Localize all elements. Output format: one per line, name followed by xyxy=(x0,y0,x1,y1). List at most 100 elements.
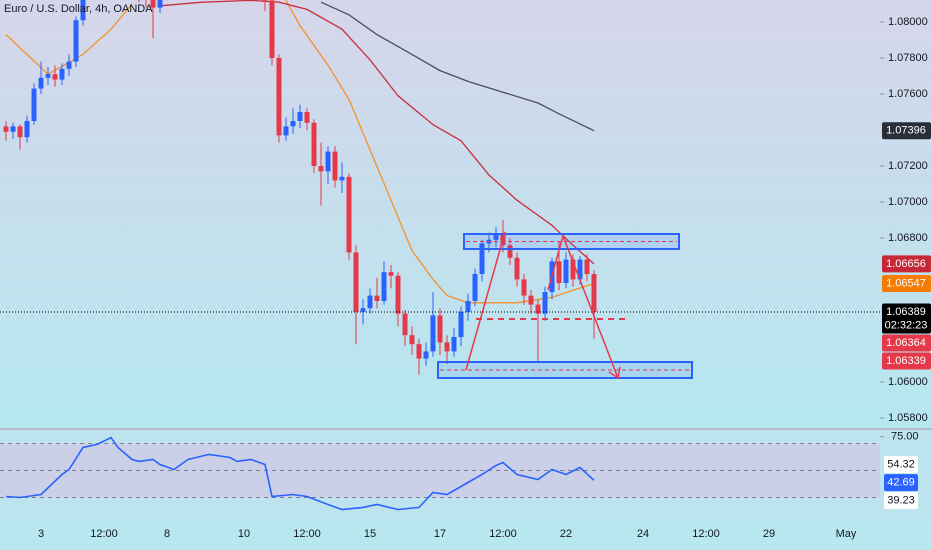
candle-body xyxy=(150,0,156,8)
pattern-leg xyxy=(465,231,506,371)
candle-body xyxy=(45,74,51,78)
candle-body xyxy=(59,68,65,80)
y-tick-label: 1.07800 xyxy=(888,52,928,64)
rsi-label: 42.69 xyxy=(887,477,915,489)
candle-body xyxy=(367,295,373,309)
candle-body xyxy=(283,126,289,136)
price-label-box xyxy=(882,255,931,273)
candle-body xyxy=(269,0,275,58)
candle-body xyxy=(493,234,499,240)
candle-body xyxy=(38,77,44,89)
candle-body xyxy=(472,273,478,301)
x-tick-label: 12:00 xyxy=(489,528,517,540)
candle-body xyxy=(535,304,541,314)
candle-body xyxy=(304,111,310,123)
y-tick-label: 1.05800 xyxy=(888,412,928,424)
candle-body xyxy=(437,315,443,343)
candle-body xyxy=(52,74,58,80)
price-pane-background xyxy=(0,0,932,428)
candle-body xyxy=(80,0,86,21)
plot-area xyxy=(0,0,880,375)
candle-body xyxy=(430,315,436,352)
price-label-box xyxy=(882,334,931,352)
price-label: 1.06389 xyxy=(886,306,926,318)
price-label: 1.06339 xyxy=(886,355,926,367)
x-tick-label: 24 xyxy=(637,528,649,540)
support-zone xyxy=(437,361,693,379)
rsi-label-box xyxy=(884,492,918,510)
x-tick-label: 12:00 xyxy=(90,528,118,540)
rsi-label-box xyxy=(884,474,918,492)
x-tick-label: 3 xyxy=(38,528,44,540)
moving-average xyxy=(159,0,595,265)
candle-body xyxy=(3,126,9,132)
candle-body xyxy=(591,273,597,312)
candle-body xyxy=(570,259,576,280)
x-tick-label: 12:00 xyxy=(692,528,720,540)
candle-body xyxy=(17,126,23,138)
candle-body xyxy=(325,151,331,172)
candle-body xyxy=(318,165,324,172)
candle-body xyxy=(346,176,352,253)
x-tick-label: 15 xyxy=(364,528,376,540)
candle-body xyxy=(409,335,415,345)
x-tick-label: 8 xyxy=(164,528,170,540)
price-label: 1.06656 xyxy=(886,258,926,270)
price-label-box xyxy=(882,303,931,334)
chart-title: Euro / U.S. Dollar, 4h, OANDA xyxy=(4,3,153,15)
candle-body xyxy=(521,279,527,296)
candle-body xyxy=(395,275,401,314)
y-tick-label: 1.07000 xyxy=(888,196,928,208)
candle-body xyxy=(458,311,464,337)
y-tick-label: 1.07200 xyxy=(888,160,928,172)
candle-body xyxy=(577,259,583,280)
rsi-tick-label: 75.00 xyxy=(891,431,919,443)
candle-body xyxy=(479,243,485,274)
y-tick-label: 1.08000 xyxy=(888,16,928,28)
candle-body xyxy=(311,122,317,166)
price-label: 1.07396 xyxy=(886,125,926,137)
candle-body xyxy=(584,259,590,274)
x-tick-label: 29 xyxy=(763,528,775,540)
candle-body xyxy=(423,351,429,359)
candle-body xyxy=(381,272,387,301)
candle-body xyxy=(402,313,408,336)
time-axis-background xyxy=(0,518,932,550)
moving-average xyxy=(320,1,595,132)
candle-body xyxy=(339,176,345,181)
candle-body xyxy=(276,57,282,136)
candle-body xyxy=(374,295,380,301)
candle-body xyxy=(388,272,394,276)
drawings xyxy=(437,231,693,380)
rsi-label: 54.32 xyxy=(887,459,915,471)
candle-body xyxy=(157,0,163,8)
candle-body xyxy=(507,245,513,258)
x-tick-label: 10 xyxy=(238,528,250,540)
rsi-plot xyxy=(5,436,595,511)
candle-body xyxy=(332,151,338,181)
x-tick-label: 22 xyxy=(560,528,572,540)
candle-body xyxy=(66,61,72,69)
price-label-box xyxy=(882,275,931,293)
candle-body xyxy=(416,344,422,359)
moving-average xyxy=(5,0,595,304)
candle-body xyxy=(297,111,303,121)
price-label-box xyxy=(882,352,931,370)
candle-body xyxy=(528,295,534,305)
candle-body xyxy=(31,88,37,121)
rsi-back xyxy=(0,442,880,498)
countdown: 02:32:23 xyxy=(885,319,928,331)
candle-body xyxy=(10,126,16,132)
candle-body xyxy=(353,252,359,312)
pattern-leg xyxy=(547,233,619,379)
pane-separator xyxy=(0,428,932,430)
candle-body xyxy=(465,300,471,312)
candle-body xyxy=(444,342,450,352)
rsi-label-box xyxy=(884,456,918,474)
candle-body xyxy=(514,257,520,280)
candle-body xyxy=(73,20,79,62)
candle-body xyxy=(24,120,30,138)
candle-body xyxy=(290,120,296,127)
price-label: 1.06364 xyxy=(886,337,926,349)
